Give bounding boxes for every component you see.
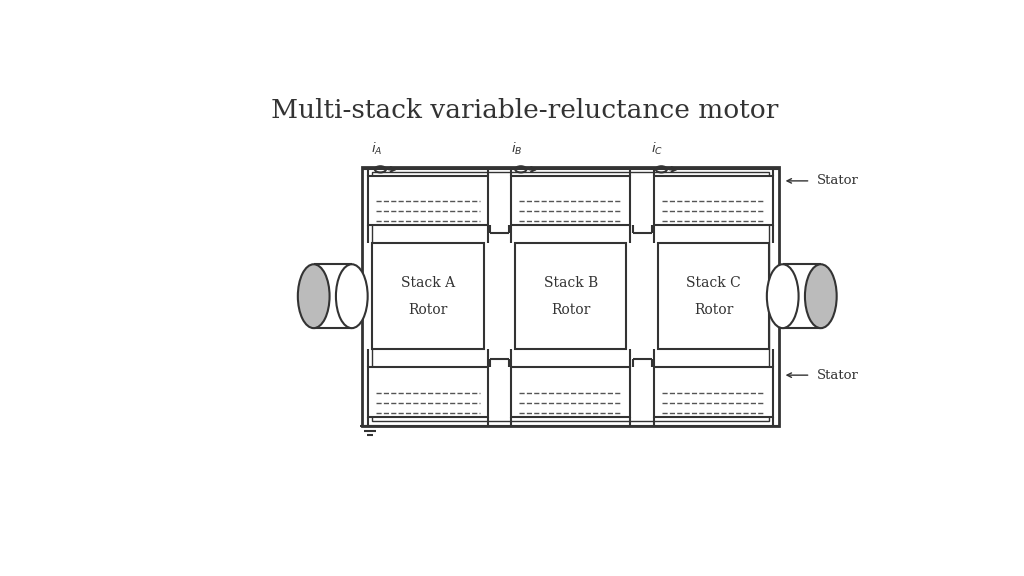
Text: Rotor: Rotor bbox=[694, 302, 733, 316]
Bar bbox=[658, 243, 769, 350]
Bar bbox=[515, 243, 627, 350]
Text: Stator: Stator bbox=[817, 369, 859, 382]
Bar bbox=[369, 176, 487, 225]
Text: $i_{C}$: $i_{C}$ bbox=[651, 141, 664, 157]
Text: Rotor: Rotor bbox=[409, 302, 447, 316]
Ellipse shape bbox=[767, 264, 799, 328]
Text: Stator: Stator bbox=[817, 175, 859, 187]
Bar bbox=[373, 243, 483, 350]
Bar bbox=[372, 172, 769, 421]
Bar bbox=[511, 176, 631, 225]
Bar bbox=[511, 367, 631, 417]
Bar bbox=[362, 166, 778, 426]
Ellipse shape bbox=[336, 264, 368, 328]
Text: Rotor: Rotor bbox=[551, 302, 591, 316]
Ellipse shape bbox=[298, 264, 330, 328]
Text: Stack B: Stack B bbox=[544, 276, 598, 290]
Ellipse shape bbox=[805, 264, 837, 328]
Bar bbox=[654, 367, 773, 417]
Text: $i_{A}$: $i_{A}$ bbox=[371, 141, 382, 157]
Text: $i_{B}$: $i_{B}$ bbox=[511, 141, 522, 157]
Text: Multi-stack variable-reluctance motor: Multi-stack variable-reluctance motor bbox=[271, 98, 778, 123]
Bar bbox=[654, 176, 773, 225]
Text: Stack A: Stack A bbox=[401, 276, 455, 290]
Text: Stack C: Stack C bbox=[686, 276, 741, 290]
Bar bbox=[369, 367, 487, 417]
